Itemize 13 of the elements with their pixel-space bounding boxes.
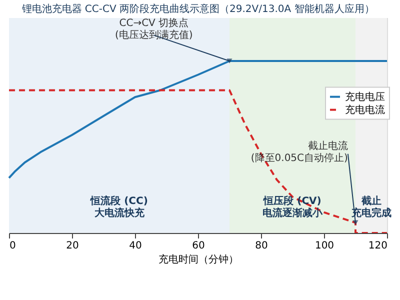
x-axis-title: 充电时间（分钟） bbox=[158, 254, 238, 266]
x-tick-label: 80 bbox=[255, 240, 268, 252]
chart-title: 锂电池充电器 CC-CV 两阶段充电曲线示意图（29.2V/13.0A 智能机器人应用） bbox=[20, 3, 374, 15]
x-tick-label: 40 bbox=[129, 240, 142, 252]
legend-label: 充电电压 bbox=[345, 90, 385, 103]
legend-label: 充电电流 bbox=[345, 104, 385, 116]
x-tick-label: 100 bbox=[314, 240, 334, 252]
x-tick-label: 0 bbox=[10, 240, 16, 252]
annotation: 截止电流 (降至0.05C自动停止) bbox=[250, 140, 348, 164]
x-tick-label: 120 bbox=[368, 240, 388, 252]
x-tick-label: 60 bbox=[192, 240, 205, 252]
band-label: 恒流段 (CC)大电流快充 bbox=[90, 195, 148, 219]
x-tick-label: 20 bbox=[66, 240, 79, 252]
